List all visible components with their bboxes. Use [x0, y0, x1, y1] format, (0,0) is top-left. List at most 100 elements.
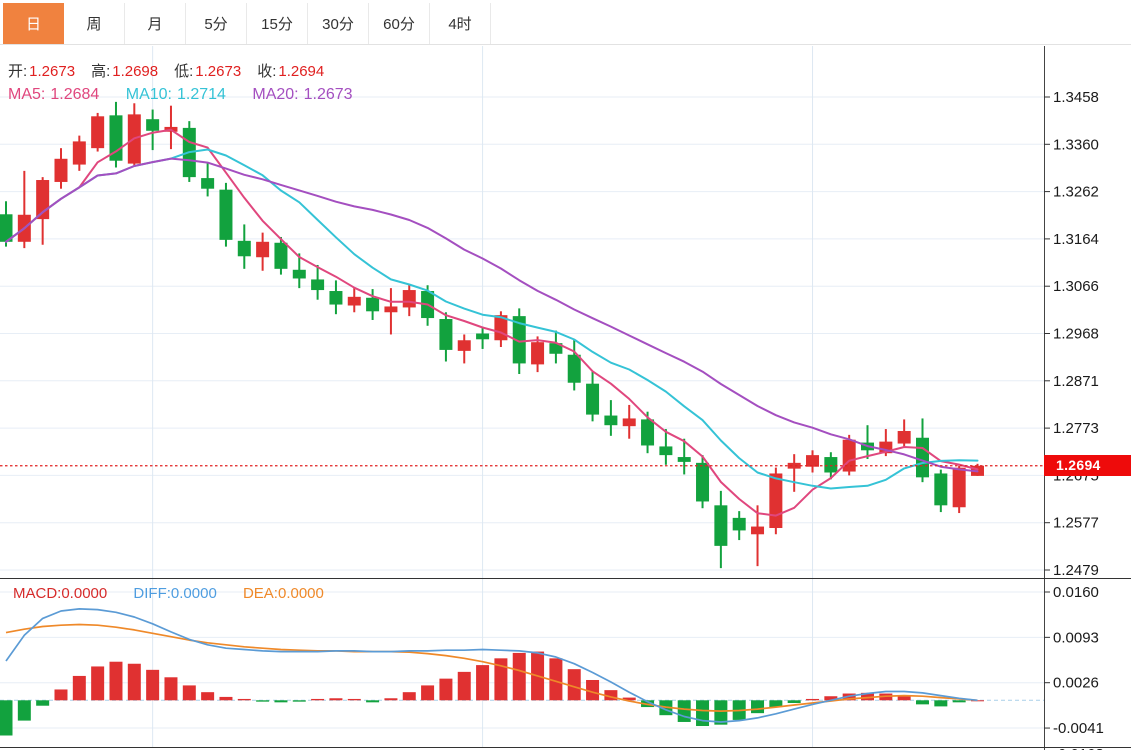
candle-body	[824, 457, 838, 473]
macd-bar	[952, 700, 966, 703]
diff-value-legend: DIFF:0.0000	[133, 585, 217, 602]
candle-body	[439, 319, 453, 350]
candle	[146, 109, 160, 151]
macd-bar	[164, 677, 178, 701]
macd-bar	[72, 675, 86, 701]
candle-body	[714, 505, 728, 546]
macd-bar	[970, 700, 984, 702]
candle-body	[897, 430, 911, 444]
candle-body	[91, 116, 105, 149]
candle-body	[54, 158, 68, 182]
macd-bar	[384, 698, 398, 701]
candle-body	[806, 455, 820, 467]
dea-value-legend: DEA:0.0000	[242, 585, 324, 602]
macd-bar	[457, 671, 471, 701]
macd-bar	[91, 666, 105, 701]
axis-tick-label: 1.3066	[1053, 278, 1099, 295]
candle	[311, 264, 325, 300]
axis-tick-label: 1.2968	[1053, 326, 1099, 343]
open-label: 开:	[8, 63, 28, 80]
candle-body	[531, 342, 545, 365]
candle	[476, 326, 490, 349]
macd-bar	[512, 652, 526, 701]
candle	[329, 280, 343, 315]
macd-layer	[0, 608, 1044, 736]
macd-bar	[476, 665, 490, 701]
macd-bar	[347, 698, 361, 701]
candle-body	[274, 242, 288, 269]
candle	[622, 404, 636, 439]
macd-legend: MACD:0.0000 DIFF:0.0000 DEA:0.0000	[13, 585, 346, 602]
candle-body	[879, 441, 893, 454]
macd-bar	[329, 698, 343, 701]
candle	[72, 135, 86, 171]
tab-5min[interactable]: 5分	[186, 3, 247, 44]
candle	[237, 224, 251, 269]
tab-day[interactable]: 日	[3, 3, 64, 44]
candle-body	[219, 189, 233, 240]
candle	[292, 253, 306, 289]
tab-60min[interactable]: 60分	[369, 3, 430, 44]
candle-body	[366, 297, 380, 312]
tab-4hour[interactable]: 4时	[430, 3, 491, 44]
candle	[806, 450, 820, 473]
candle	[952, 465, 966, 514]
ma20-legend: MA20: 1.2673	[252, 86, 353, 103]
axis-tick-label: 0.0093	[1053, 629, 1099, 646]
macd-bar	[714, 700, 728, 725]
macd-panel[interactable]	[0, 579, 1044, 747]
candle-body	[751, 526, 765, 535]
ohlc-legend: 开: 1.2673 高: 1.2698 低: 1.2673 收: 1.2694	[8, 60, 340, 81]
macd-value-legend: MACD:0.0000	[13, 585, 108, 602]
macd-bar	[916, 700, 929, 705]
tab-30min[interactable]: 30分	[308, 3, 369, 44]
tab-month[interactable]: 月	[125, 3, 186, 44]
low-label: 低:	[174, 63, 194, 80]
macd-bar	[934, 700, 948, 707]
ma5-legend: MA5: 1.2684	[8, 86, 100, 103]
candle	[256, 232, 270, 271]
candle	[604, 400, 618, 436]
macd-bar	[201, 692, 215, 701]
candle	[91, 112, 105, 152]
macd-bar	[861, 692, 875, 701]
macd-bar	[109, 661, 123, 701]
close-value: 1.2694	[278, 63, 325, 80]
candle	[732, 511, 746, 541]
macd-bar	[127, 663, 141, 701]
candle-body	[934, 473, 948, 506]
candle-body	[567, 354, 581, 383]
axis-tick-label: 1.3164	[1053, 231, 1099, 248]
macd-bar	[494, 658, 508, 701]
candle	[384, 288, 398, 335]
macd-bar	[237, 698, 251, 701]
macd-bar	[366, 700, 380, 703]
candle-body	[0, 214, 13, 242]
candle-body	[292, 269, 306, 279]
macd-bar	[439, 678, 453, 701]
close-label: 收:	[257, 63, 277, 80]
tab-15min[interactable]: 15分	[247, 3, 308, 44]
ma-legend: MA5: 1.2684 MA10: 1.2714 MA20: 1.2673	[8, 86, 375, 104]
clipped-bottom-tick: -0.0108	[1053, 747, 1128, 750]
macd-bar	[604, 690, 618, 701]
macd-bar	[622, 697, 636, 701]
candle-body	[952, 467, 966, 508]
macd-bar	[219, 696, 233, 701]
candle-body	[329, 291, 343, 305]
candle	[567, 339, 581, 391]
macd-bar	[549, 658, 563, 701]
candle	[219, 182, 233, 247]
candle-body	[732, 517, 746, 531]
candle-body	[659, 446, 673, 456]
price-panel[interactable]	[0, 46, 1044, 578]
candle	[366, 289, 380, 320]
current-price-badge: 1.2694	[1044, 455, 1131, 476]
candle-body	[677, 457, 691, 462]
tab-week[interactable]: 周	[64, 3, 125, 44]
candle-body	[586, 383, 600, 415]
high-label: 高:	[91, 63, 111, 80]
macd-bar	[0, 700, 13, 736]
axis-tick-label: 1.2871	[1053, 373, 1099, 390]
